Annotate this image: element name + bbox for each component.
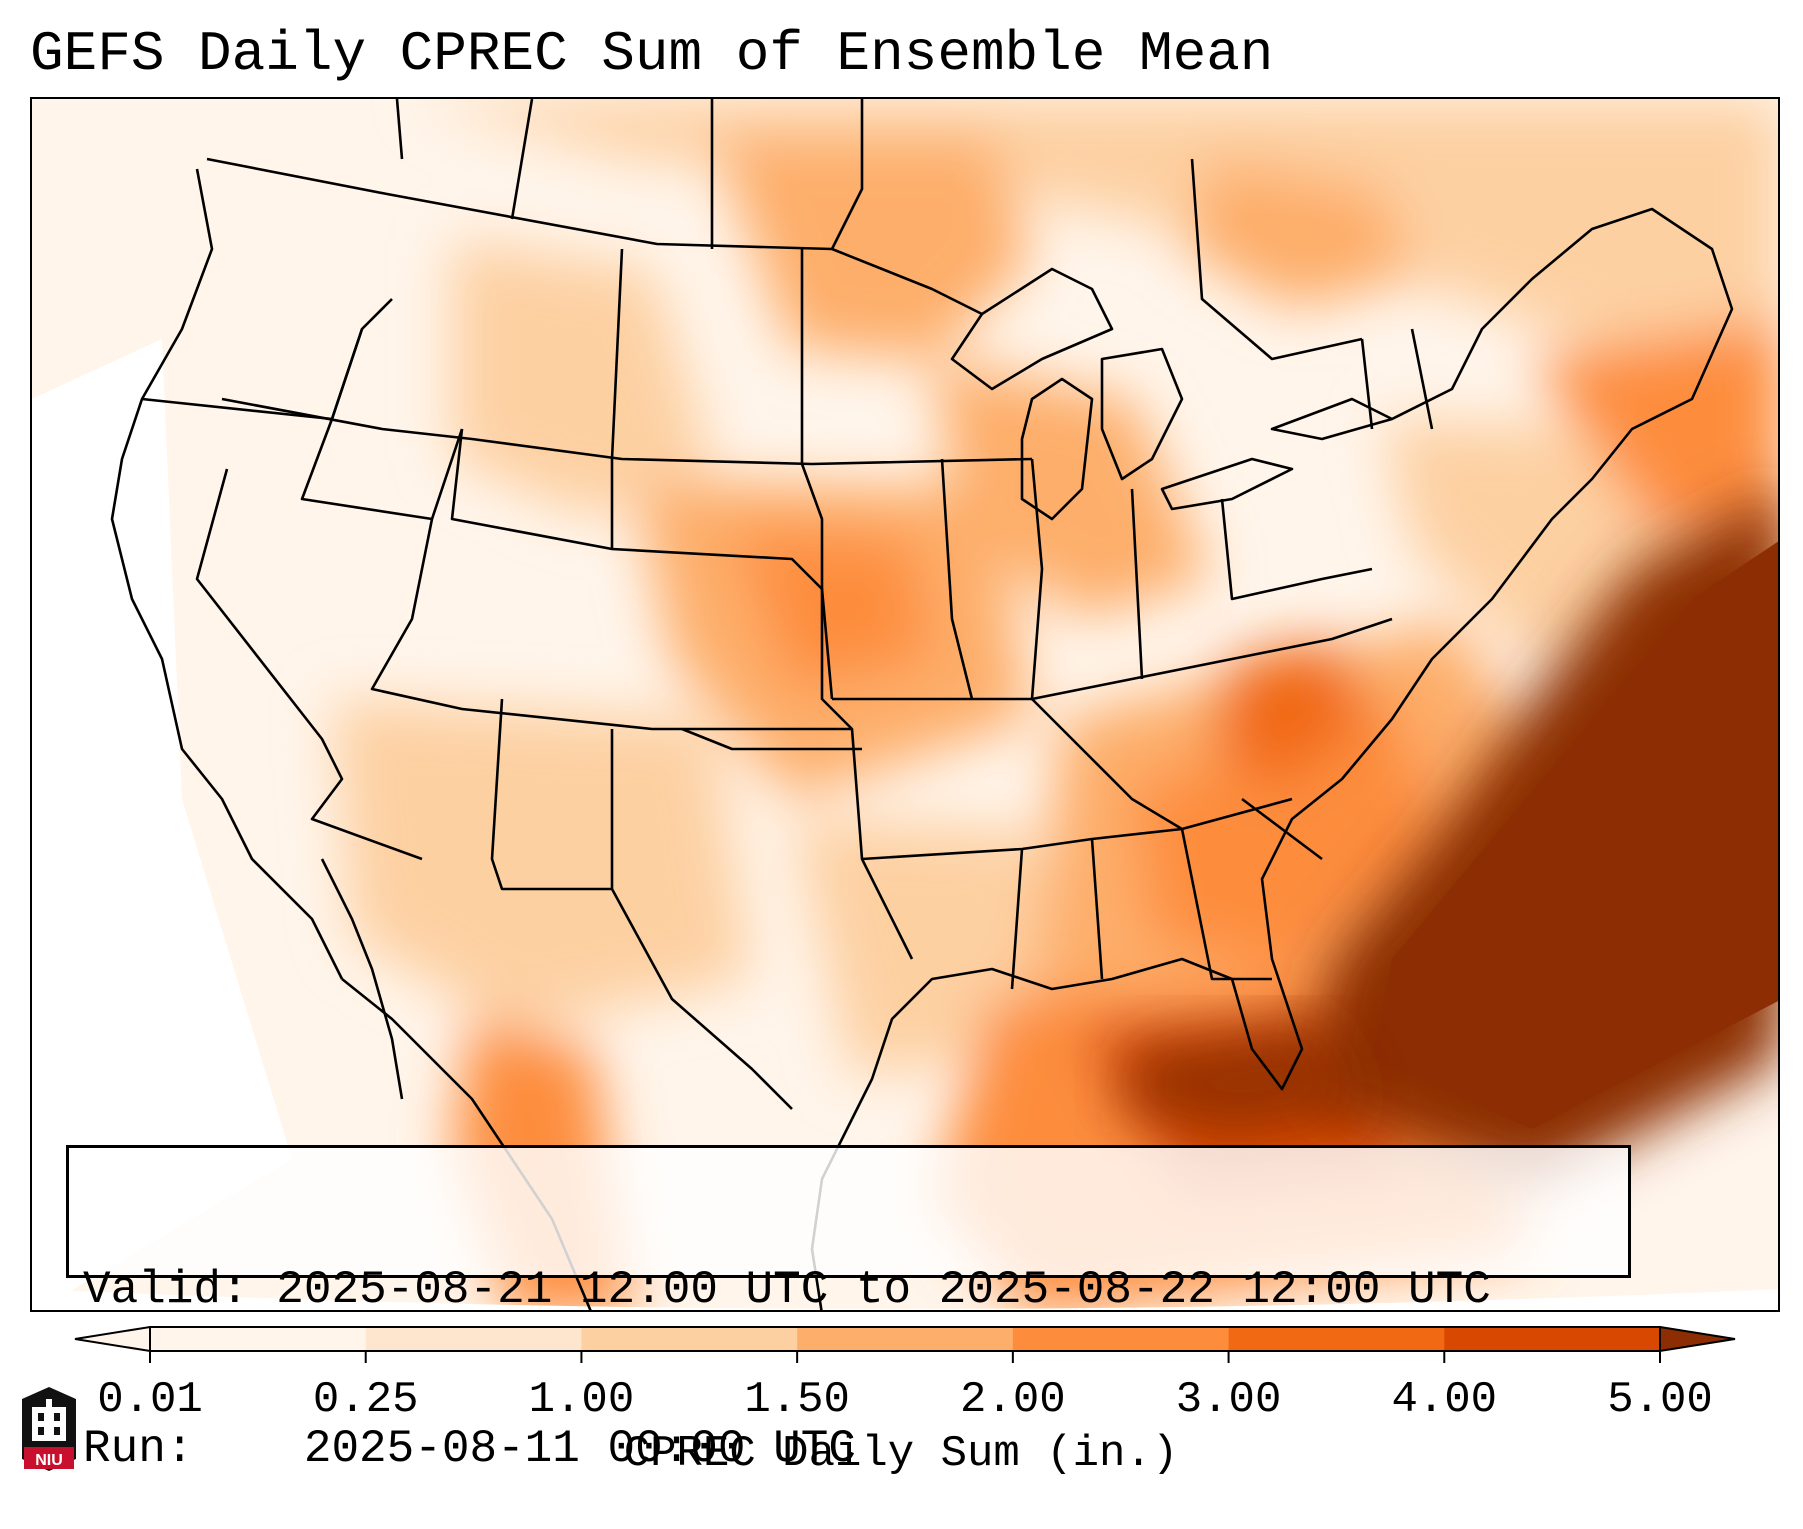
colorbar-outline: [149, 1326, 1661, 1352]
run-value: 2025-08-11 00:00 UTC: [303, 1423, 856, 1475]
valid-run-info-box: Valid: 2025-08-21 12:00 UTC to 2025-08-2…: [66, 1145, 1631, 1475]
colorbar-extend-max: [1659, 1325, 1736, 1353]
logo-text: NIU: [35, 1452, 63, 1469]
colorbar-segment: [581, 1327, 798, 1351]
colorbar-tick-label: 5.00: [1607, 1375, 1713, 1425]
colorbar-tick-label: 0.01: [97, 1375, 203, 1425]
colorbar-label: CPREC Daily Sum (in.): [624, 1429, 1179, 1479]
colorbar-segment: [365, 1327, 582, 1351]
university-seal-icon: NIU: [22, 1387, 76, 1471]
colorbar-ticks: 0.01 0.25 1.00 1.50 2.00 3.00 4.00 5.00: [97, 1351, 1713, 1425]
colorbar-segment: [1012, 1327, 1230, 1351]
precipitation-map: [30, 97, 1780, 1312]
colorbar-segment: [150, 1327, 367, 1351]
run-label: Run:: [83, 1423, 194, 1475]
colorbar-segment: [1444, 1327, 1661, 1351]
colorbar-segment: [797, 1327, 1014, 1351]
colorbar-tick-label: 1.00: [529, 1375, 635, 1425]
colorbar-segments: [74, 1325, 1736, 1353]
colorbar-segment: [1228, 1327, 1445, 1351]
colorbar-tick-label: 0.25: [313, 1375, 419, 1425]
valid-label: Valid:: [83, 1264, 249, 1316]
colorbar-tick-label: 1.50: [744, 1375, 850, 1425]
pacific-no-data: [32, 339, 292, 1310]
colorbar: 0.01 0.25 1.00 1.50 2.00 3.00 4.00 5.00 CPREC D…: [74, 1325, 1736, 1479]
run-row: Run: 2025-08-11 00:00 UTC: [83, 1423, 1614, 1476]
colorbar-tick-label: 2.00: [960, 1375, 1066, 1425]
valid-row: Valid: 2025-08-21 12:00 UTC to 2025-08-2…: [83, 1264, 1614, 1317]
domain-edge: [32, 1289, 1778, 1310]
boundaries: [110, 99, 1734, 1310]
colorbar-tick-label: 4.00: [1391, 1375, 1497, 1425]
atlantic-max-core: [1372, 541, 1778, 1129]
map-canvas: [32, 99, 1778, 1310]
colorbar-extend-min: [74, 1325, 151, 1353]
valid-value: 2025-08-21 12:00 UTC to 2025-08-22 12:00…: [276, 1264, 1491, 1316]
map-title: GEFS Daily CPREC Sum of Ensemble Mean: [30, 22, 1274, 86]
colorbar-tick-label: 3.00: [1176, 1375, 1282, 1425]
